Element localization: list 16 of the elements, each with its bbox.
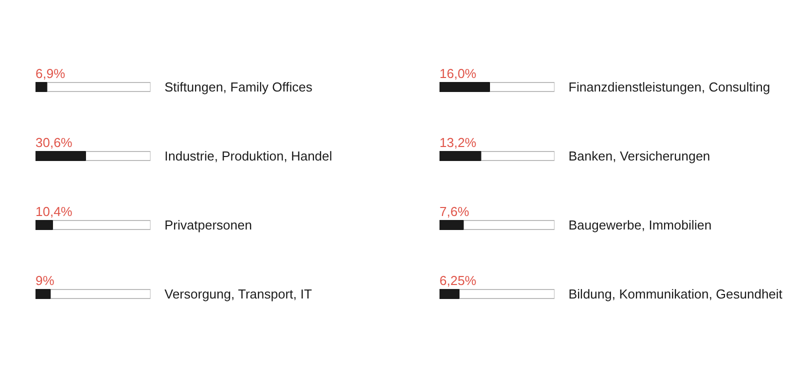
- data-label: 6,25%: [440, 273, 477, 288]
- data-label: 7,6%: [440, 204, 470, 219]
- y-tick-label: Stiftungen, Family Offices: [164, 80, 313, 94]
- y-tick-label: Industrie, Produktion, Handel: [164, 148, 332, 164]
- data-label: 30,6%: [36, 135, 73, 150]
- data-label: 10,4%: [36, 204, 73, 219]
- y-tick-label: Banken, Versicherungen: [568, 148, 710, 164]
- y-tick-label: Bildung, Kommunikation, Gesundheit: [568, 286, 783, 302]
- y-tick-label: Privatpersonen: [164, 218, 252, 232]
- data-label: 16,0%: [440, 66, 477, 81]
- data-label: 6,9%: [36, 66, 66, 81]
- y-tick-label: Baugewerbe, Immobilien: [568, 218, 712, 232]
- y-tick-label: Versorgung, Transport, IT: [164, 286, 312, 302]
- data-label: 9%: [36, 273, 55, 288]
- y-tick-label: Finanzdienstleistungen, Consulting: [568, 80, 770, 94]
- data-label: 13,2%: [440, 135, 477, 150]
